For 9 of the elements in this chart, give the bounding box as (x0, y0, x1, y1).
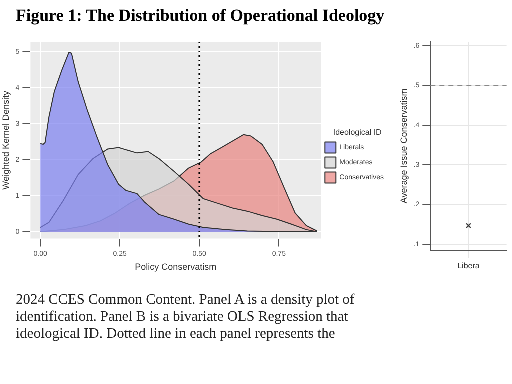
x-tick-label: Libera (458, 261, 480, 270)
y-axis-title: Weighted Kernel Density (0, 90, 11, 190)
x-axis-title: Policy Conservatism (135, 262, 217, 272)
legend-title: Ideological ID (333, 128, 382, 137)
text: identification. Panel B is a bivariate OLS Regression that (16, 309, 350, 326)
y-axis-title: Average Issue Conservatism (398, 88, 409, 204)
chart-title: Figure 1: The Distribution of Operational Ideology (16, 6, 385, 26)
text: 2024 CCES Common Content. Panel A is a density plot of (16, 292, 355, 309)
text: ideological ID. Dotted line in each panel represents the (16, 326, 336, 343)
